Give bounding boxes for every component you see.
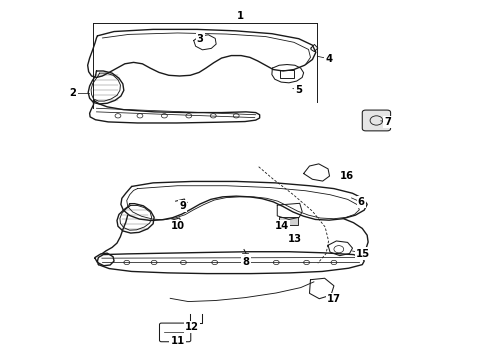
Text: 10: 10 [171,221,185,231]
Text: 9: 9 [179,201,186,211]
Text: 1: 1 [237,11,244,21]
Text: 6: 6 [358,197,365,207]
Text: 5: 5 [295,85,302,95]
Text: 2: 2 [70,88,76,98]
Bar [279,217,298,225]
Text: 3: 3 [196,35,203,44]
Text: 8: 8 [243,257,249,267]
Text: 12: 12 [185,322,199,332]
FancyBboxPatch shape [362,110,391,131]
Text: 15: 15 [356,248,370,258]
Bar [280,70,294,78]
Text: 14: 14 [274,221,289,231]
Text: 13: 13 [288,234,302,244]
Text: 4: 4 [325,54,333,64]
Text: 7: 7 [384,117,391,127]
Text: 17: 17 [327,294,341,304]
Text: 16: 16 [340,171,354,181]
Text: 11: 11 [171,336,185,346]
